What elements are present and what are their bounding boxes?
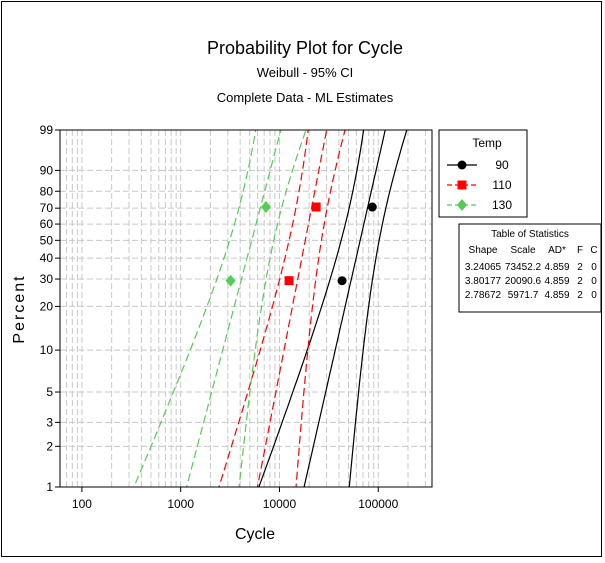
stats-cell: 4.859 [544, 262, 569, 273]
y-tick-label: 2 [46, 439, 53, 453]
stats-table-title: Table of Statistics [491, 229, 569, 240]
ticks: 100 1000 10000 100000 1 2 3 5 10 20 30 40 50 60 70 80 90… [40, 123, 399, 511]
y-tick-label: 10 [40, 343, 54, 357]
series-110-fit-line [256, 130, 328, 487]
series-110-point [284, 276, 294, 286]
series-90-ci-upper [348, 130, 408, 487]
stats-cell: 4.859 [544, 276, 569, 287]
legend-marker-130 [457, 199, 467, 211]
stats-cell: 2 [577, 262, 583, 273]
stats-cell: 2 [577, 290, 583, 301]
y-tick-label: 60 [40, 217, 54, 231]
stats-cell: 73452.2 [505, 262, 542, 273]
y-tick-label: 99 [40, 123, 54, 137]
stats-cell: 5971.7 [508, 290, 539, 301]
stats-cell: 2.78672 [465, 290, 502, 301]
series-90-ci-lower [258, 130, 365, 487]
stats-cell: 0 [591, 262, 597, 273]
y-tick-label: 30 [40, 272, 54, 286]
series-130-fit-line [185, 130, 282, 487]
y-tick-label: 1 [46, 480, 53, 494]
plot-border [59, 129, 433, 488]
stats-cell: 0 [591, 290, 597, 301]
legend-label-90: 90 [495, 158, 509, 172]
series-110-point [311, 202, 321, 212]
legend-box [438, 129, 528, 218]
stats-table-box [458, 223, 602, 313]
series-130-ci-upper [238, 130, 307, 487]
x-tick-label: 100 [72, 497, 92, 511]
fit-curves [133, 130, 408, 487]
y-tick-label: 40 [40, 251, 54, 265]
stats-cell: 2 [577, 276, 583, 287]
legend-label-110: 110 [492, 178, 511, 192]
series-130-point [260, 201, 271, 214]
stats-cell: 4.859 [544, 290, 569, 301]
x-tick-label: 1000 [167, 497, 194, 511]
series-110-ci-lower [218, 130, 309, 487]
y-tick-label: 90 [40, 163, 54, 177]
series-130-point [225, 274, 236, 287]
markers [225, 201, 377, 287]
series-110-ci-upper [295, 130, 346, 487]
stats-cell: 20090.6 [505, 276, 542, 287]
grid [59, 129, 432, 488]
stats-col-header: Scale [510, 245, 535, 256]
series-90-point [337, 276, 347, 286]
stats-cell: 3.80177 [465, 276, 502, 287]
x-axis-label: Cycle [235, 526, 275, 543]
legend-label-130: 130 [492, 198, 512, 212]
x-tick-label: 10000 [263, 497, 297, 511]
stats-cell: 3.24065 [465, 262, 502, 273]
series-90-point [367, 202, 377, 212]
series-90-fit-line [303, 130, 386, 487]
stats-col-header: AD* [548, 245, 566, 256]
stats-col-header: C [590, 245, 597, 256]
y-tick-label: 50 [40, 233, 54, 247]
chart-title: Probability Plot for Cycle [207, 38, 403, 58]
legend-marker-90 [457, 160, 467, 170]
legend-title: Temp [472, 136, 502, 150]
stats-col-header: Shape [469, 245, 498, 256]
series-130-ci-lower [133, 130, 257, 487]
stats-col-header: F [577, 245, 583, 256]
x-tick-label: 100000 [358, 497, 398, 511]
chart-subtitle-1: Weibull - 95% CI [257, 65, 354, 80]
y-tick-label: 70 [40, 201, 54, 215]
y-axis-label: Percent [11, 274, 28, 343]
y-tick-label: 3 [46, 415, 53, 429]
y-tick-label: 5 [46, 385, 53, 399]
chart-subtitle-2: Complete Data - ML Estimates [217, 90, 394, 105]
y-tick-label: 80 [40, 184, 54, 198]
legend-marker-110 [457, 180, 467, 190]
stats-cell: 0 [591, 276, 597, 287]
y-tick-label: 20 [40, 299, 54, 313]
